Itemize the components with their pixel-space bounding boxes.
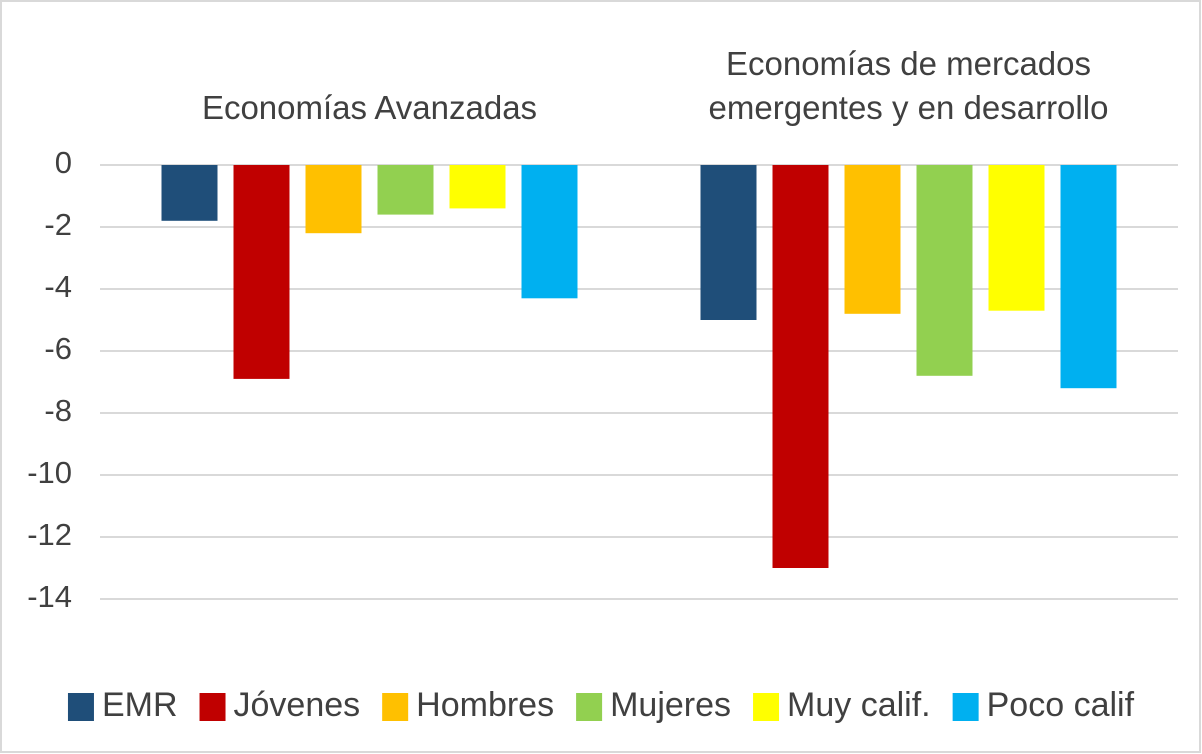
y-tick-label: -10 bbox=[27, 455, 72, 490]
legend-label: EMR bbox=[102, 686, 178, 724]
legend-swatch bbox=[753, 693, 780, 721]
group-label: Economías de mercados emergentes y en de… bbox=[708, 45, 1109, 126]
legend-label: Hombres bbox=[416, 686, 554, 724]
bar bbox=[305, 165, 362, 234]
legend-swatch bbox=[67, 693, 94, 721]
bar bbox=[700, 165, 757, 320]
y-tick-label: -8 bbox=[44, 393, 72, 428]
bar bbox=[1060, 165, 1117, 389]
legend-label: Mujeres bbox=[610, 686, 731, 724]
legend-swatch bbox=[952, 693, 979, 721]
bar bbox=[449, 165, 506, 209]
legend-swatch bbox=[576, 693, 603, 721]
bar bbox=[916, 165, 973, 376]
y-tick-label: -2 bbox=[44, 207, 72, 242]
legend-swatch bbox=[382, 693, 409, 721]
bar bbox=[377, 165, 434, 215]
bar bbox=[844, 165, 901, 314]
y-tick-label: -12 bbox=[27, 517, 72, 552]
group-label: Economías Avanzadas bbox=[201, 89, 538, 126]
bar bbox=[233, 165, 290, 379]
bar bbox=[521, 165, 578, 299]
bar bbox=[161, 165, 218, 221]
bar bbox=[988, 165, 1045, 311]
y-tick-label: -14 bbox=[27, 579, 72, 614]
legend-label: Poco calif bbox=[987, 686, 1135, 724]
legend-swatch bbox=[199, 693, 226, 721]
y-tick-label: 0 bbox=[55, 145, 72, 180]
y-tick-label: -6 bbox=[44, 331, 72, 366]
legend-label: Muy calif. bbox=[787, 686, 931, 724]
legend-label: Jóvenes bbox=[234, 686, 361, 724]
y-tick-label: -4 bbox=[44, 269, 72, 304]
bar bbox=[772, 165, 829, 568]
